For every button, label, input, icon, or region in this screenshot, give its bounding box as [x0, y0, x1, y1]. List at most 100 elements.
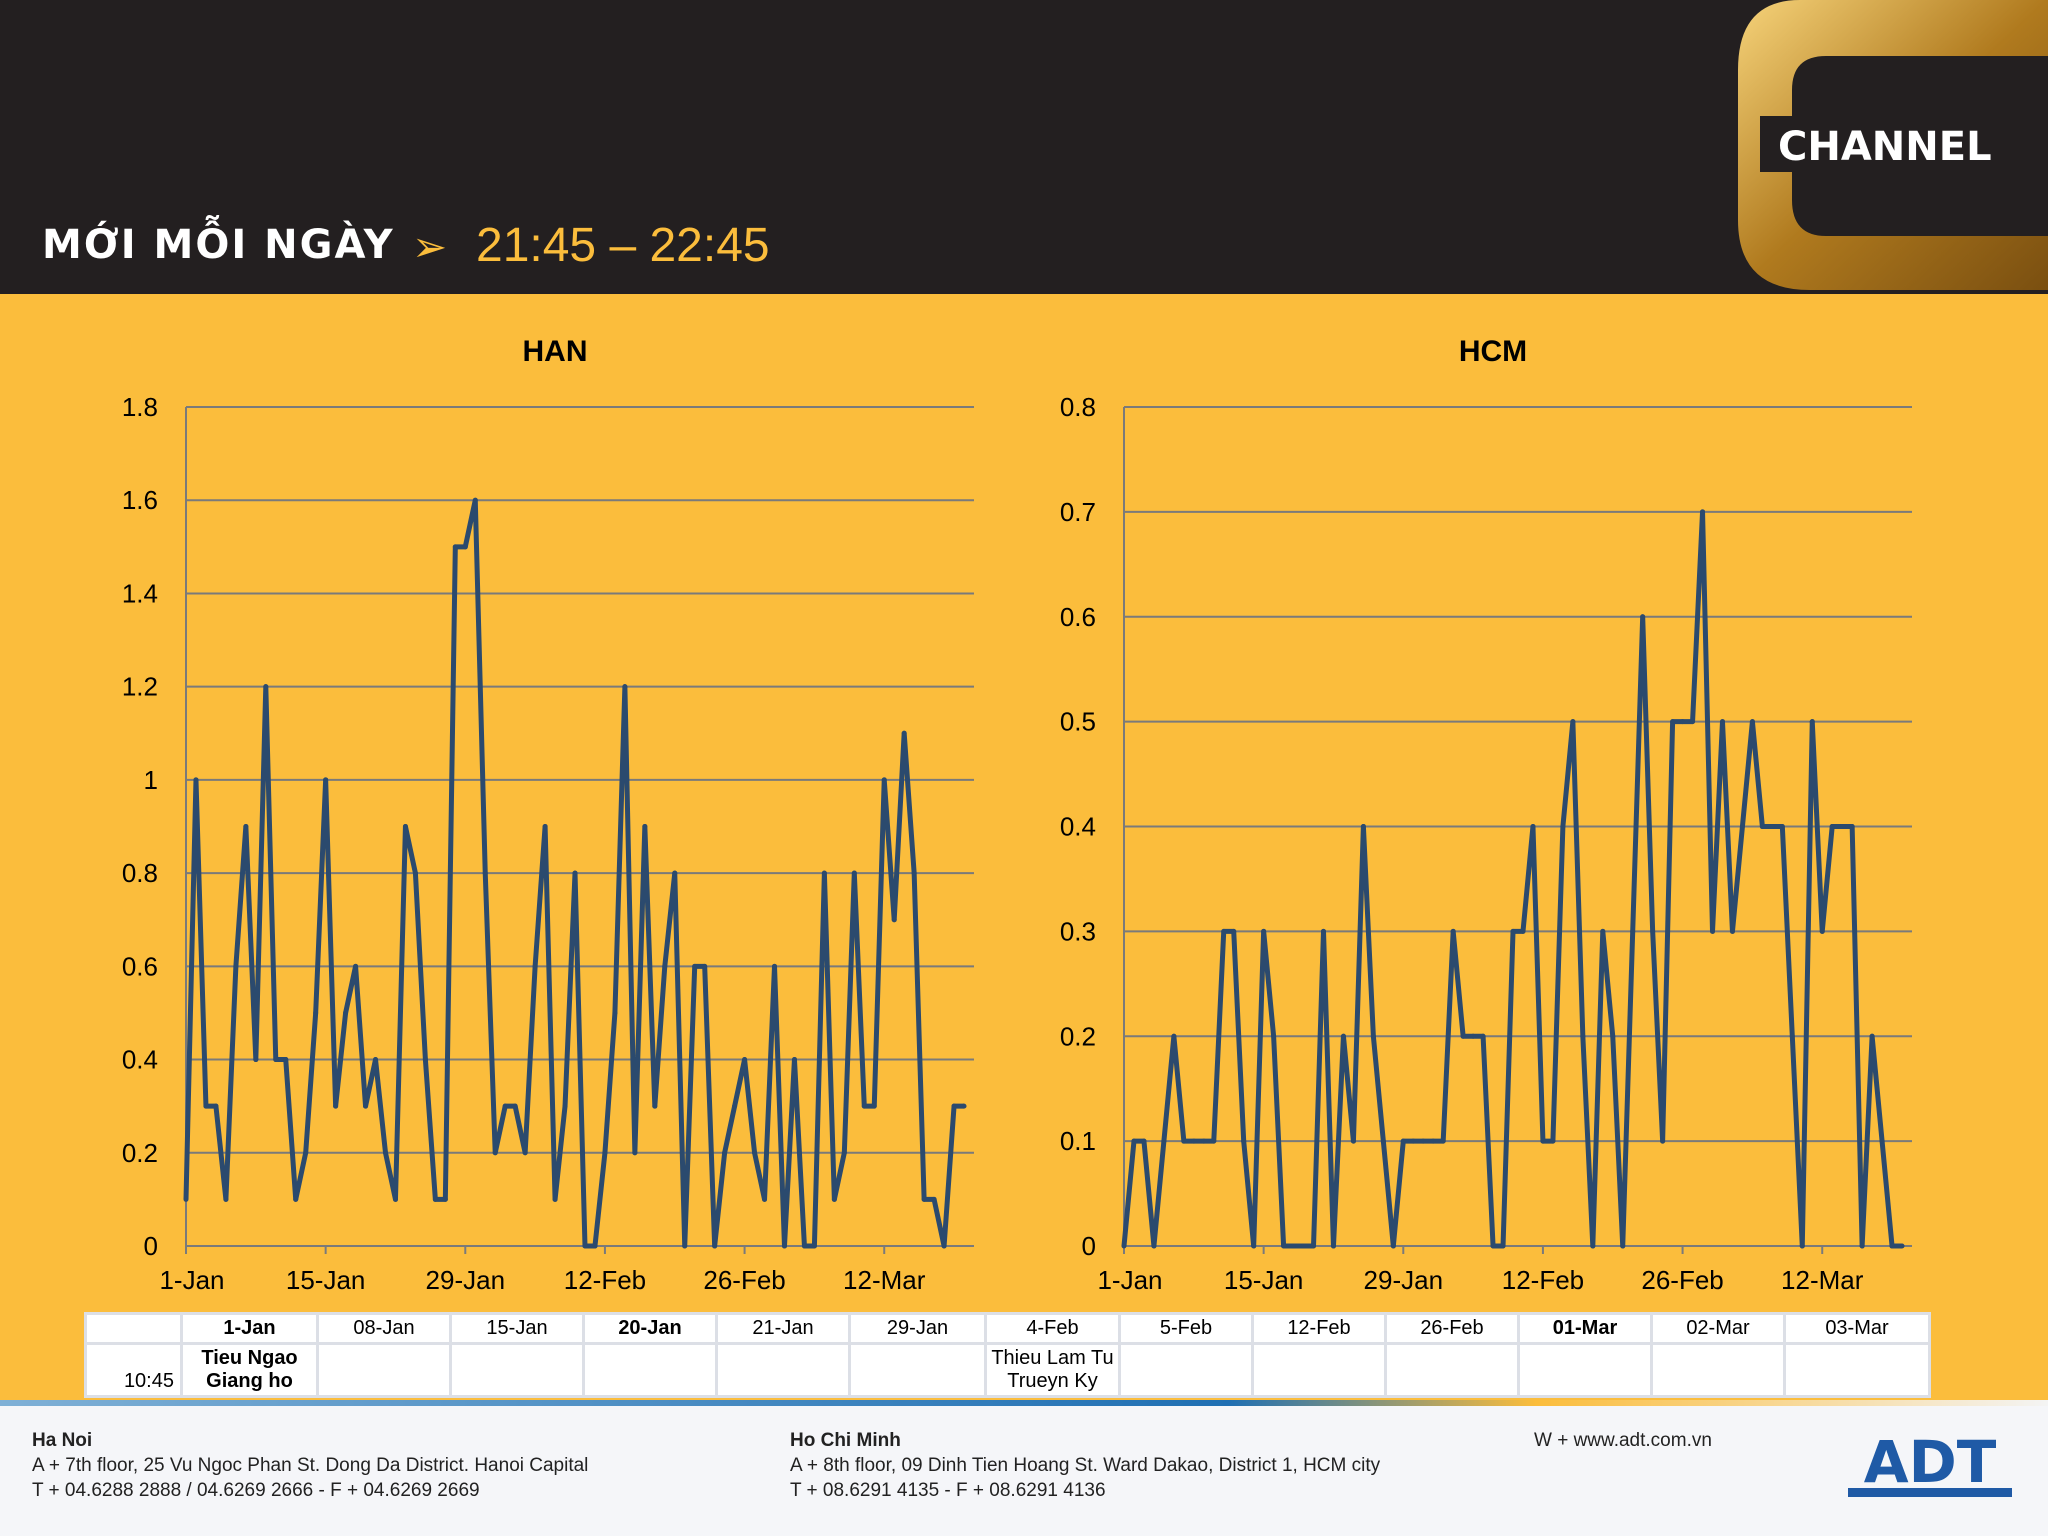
channel-logo: CHANNEL: [1738, 0, 2048, 290]
tagline: MỚI MỖI NGÀY: [42, 222, 395, 268]
y-tick-label: 0.2: [1060, 1021, 1096, 1051]
data-point: [1430, 1138, 1436, 1144]
data-point: [472, 497, 478, 503]
data-point: [412, 870, 418, 876]
data-point: [742, 1057, 748, 1063]
data-point: [1590, 1243, 1596, 1249]
data-point: [921, 1196, 927, 1202]
data-point: [253, 1057, 259, 1063]
data-point: [1241, 1138, 1247, 1144]
data-point: [732, 1103, 738, 1109]
schedule-header: 21-Jan: [715, 1312, 851, 1345]
chart-han: HAN 0 0.2 0.4 0.6 0.8 1 1.2 1.4 1.6 1.8 1-Jan 15-Jan…: [122, 335, 974, 1295]
y-tick-label: 0.6: [1060, 602, 1096, 632]
footer: Ha Noi A + 7th floor, 25 Vu Ngoc Phan St…: [0, 1400, 2048, 1536]
data-point: [1550, 1138, 1556, 1144]
data-point: [1809, 719, 1815, 725]
data-point: [1640, 614, 1646, 620]
data-point: [1869, 1033, 1875, 1039]
y-tick-label: 0.8: [1060, 392, 1096, 422]
data-point: [602, 1150, 608, 1156]
y-tick-label: 1.2: [122, 672, 158, 702]
data-point: [1819, 928, 1825, 934]
data-point: [961, 1103, 967, 1109]
adt-logo: ADT: [1848, 1428, 2012, 1497]
data-point: [1350, 1138, 1356, 1144]
data-point: [562, 1103, 568, 1109]
y-tick-label: 0.6: [122, 951, 158, 981]
schedule-header: 4-Feb: [984, 1312, 1121, 1345]
schedule-cell: Thieu Lam Tu Trueyn Ky: [984, 1342, 1121, 1398]
chart-hcm: HCM 0 0.1 0.2 0.3 0.4 0.5 0.6 0.7 0.8 1-Jan 15-Jan 2…: [1060, 335, 1912, 1295]
data-point: [1799, 1243, 1805, 1249]
data-point: [233, 963, 239, 969]
schedule-header: 01-Mar: [1517, 1312, 1653, 1345]
y-tick-label: 0: [144, 1231, 158, 1261]
data-point: [1769, 824, 1775, 829]
data-point: [702, 963, 708, 969]
city-name: Ha Noi: [32, 1430, 93, 1451]
x-tick-label: 15-Jan: [1224, 1265, 1304, 1295]
data-point: [1390, 1243, 1396, 1249]
data-point: [752, 1150, 758, 1156]
y-tick-label: 0.3: [1060, 916, 1096, 946]
data-point: [871, 1103, 877, 1109]
data-point: [1560, 824, 1566, 829]
schedule-cell: [1650, 1342, 1786, 1398]
data-point: [801, 1243, 807, 1249]
channel-logo-text: CHANNEL: [1778, 124, 1992, 170]
data-point: [512, 1103, 518, 1109]
data-point: [1400, 1138, 1406, 1144]
data-point: [552, 1196, 558, 1202]
data-point: [1271, 1033, 1277, 1039]
data-point: [1490, 1243, 1496, 1249]
data-point: [392, 1196, 398, 1202]
data-point: [592, 1243, 598, 1249]
x-tick-label: 12-Mar: [1781, 1265, 1864, 1295]
website-link[interactable]: W + www.adt.com.vn: [1534, 1430, 1712, 1451]
data-point: [1670, 719, 1676, 725]
data-point: [821, 870, 827, 876]
data-point: [851, 870, 857, 876]
data-point: [1680, 719, 1686, 725]
data-point: [1739, 824, 1745, 829]
data-point: [692, 963, 698, 969]
data-point: [891, 917, 897, 923]
data-point: [1131, 1138, 1137, 1144]
schedule-cell: [848, 1342, 987, 1398]
schedule-header: 03-Mar: [1783, 1312, 1931, 1345]
data-point: [183, 1196, 189, 1202]
phone-line: T + 04.6288 2888 / 04.6269 2666 - F + 04…: [32, 1480, 480, 1501]
data-point: [1231, 928, 1237, 934]
data-point: [1729, 928, 1735, 934]
city-name: Ho Chi Minh: [790, 1430, 901, 1451]
data-point: [1510, 928, 1516, 934]
data-point: [1620, 1243, 1626, 1249]
data-point: [1839, 824, 1845, 829]
data-point: [293, 1196, 299, 1202]
data-point: [1151, 1243, 1157, 1249]
schedule-cell: [1251, 1342, 1387, 1398]
data-point: [492, 1150, 498, 1156]
phone-line: T + 08.6291 4135 - F + 08.6291 4136: [790, 1480, 1106, 1501]
data-point: [1530, 824, 1536, 829]
y-tick-label: 0.1: [1060, 1126, 1096, 1156]
data-point: [363, 1103, 369, 1109]
data-point: [343, 1010, 349, 1016]
x-tick-label: 12-Feb: [1502, 1265, 1584, 1295]
data-point: [203, 1103, 209, 1109]
schedule-cell: [1384, 1342, 1520, 1398]
time-range: 21:45 – 22:45: [476, 219, 770, 272]
data-point: [522, 1150, 528, 1156]
header-bar: MỚI MỖI NGÀY ➢ 21:45 – 22:45 CHANNEL: [0, 0, 2048, 294]
data-point: [1580, 1033, 1586, 1039]
data-point: [1330, 1243, 1336, 1249]
data-point: [422, 1057, 428, 1063]
data-point: [1660, 1138, 1666, 1144]
schedule-cell: [316, 1342, 452, 1398]
data-point: [1610, 1033, 1616, 1039]
schedule-cell: [1118, 1342, 1254, 1398]
data-point: [502, 1103, 508, 1109]
y-tick-label: 1.6: [122, 485, 158, 515]
channel-c-shape: [1738, 0, 2048, 290]
